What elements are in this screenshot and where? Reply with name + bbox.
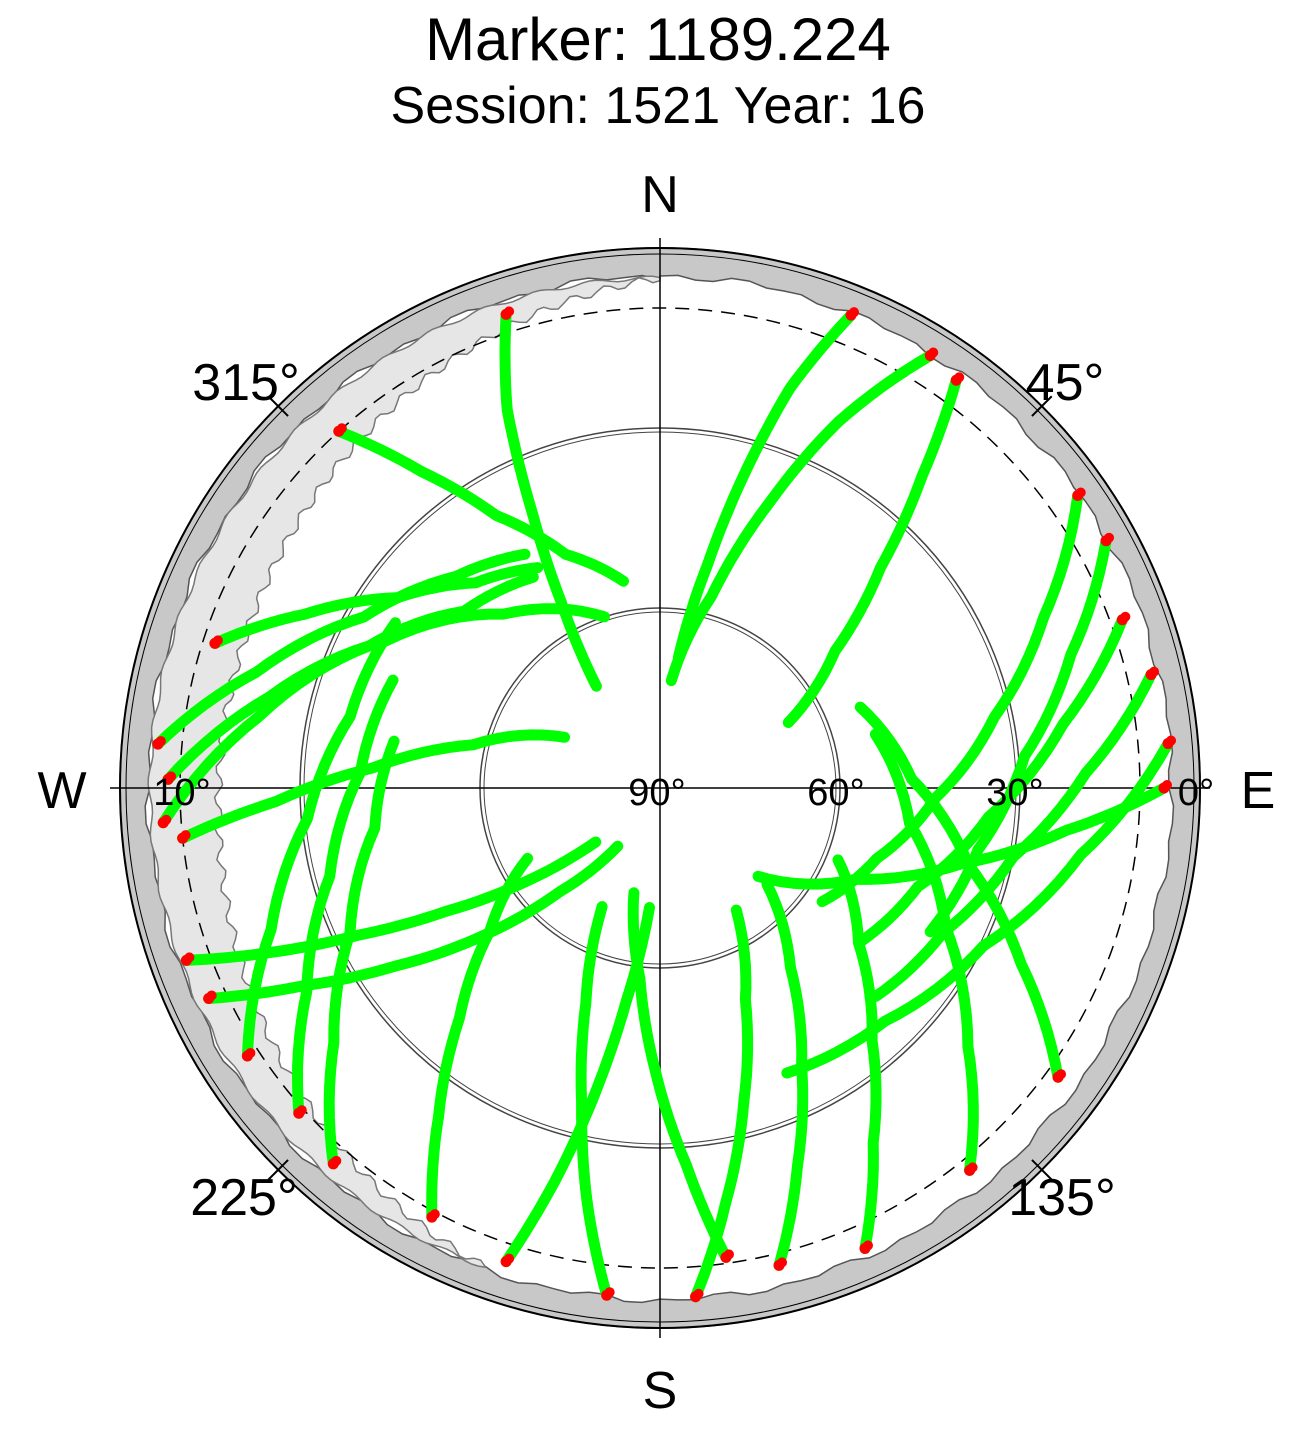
track-endpoint xyxy=(180,830,191,841)
satellite-track xyxy=(180,836,602,966)
satellite-track xyxy=(292,674,399,1119)
satellite-track xyxy=(870,669,1157,1002)
compass-south-label: S xyxy=(643,1362,678,1420)
satellite-track xyxy=(203,840,624,1004)
track-endpoint xyxy=(1056,1069,1067,1080)
satellite-track xyxy=(627,887,732,1263)
elevation-label-0: 0° xyxy=(1178,772,1214,814)
satellite-track xyxy=(782,374,962,729)
track-endpoint xyxy=(504,1253,515,1264)
track-endpoint xyxy=(206,990,217,1001)
satellite-track xyxy=(177,729,571,844)
elevation-label-90: 90° xyxy=(628,772,685,814)
track-endpoint xyxy=(954,372,965,383)
satellite-track xyxy=(162,603,610,785)
compass-east-label: E xyxy=(1241,762,1276,820)
track-endpoint xyxy=(693,1288,704,1299)
track-endpoint xyxy=(336,423,347,434)
track-endpoint xyxy=(331,1155,342,1166)
satellite-tracks xyxy=(152,306,1177,1303)
track-endpoint xyxy=(862,1240,873,1251)
satellite-track xyxy=(665,350,936,687)
satellite-track xyxy=(924,535,1112,938)
satellite-track xyxy=(832,854,882,1254)
satellite-track xyxy=(152,548,531,750)
track-endpoint xyxy=(155,736,166,747)
track-endpoint xyxy=(184,952,195,963)
track-endpoint xyxy=(1120,611,1131,622)
satellite-track xyxy=(752,782,1170,890)
track-endpoint xyxy=(166,771,177,782)
azimuth-label-315: 315° xyxy=(192,354,300,412)
track-endpoint xyxy=(1162,780,1172,790)
az-tick-225 xyxy=(267,1159,289,1181)
track-endpoint xyxy=(161,814,172,825)
azimuth-label-225: 225° xyxy=(190,1169,298,1227)
satellite-track xyxy=(241,617,401,1062)
compass-west-label: W xyxy=(37,762,86,820)
satellite-track xyxy=(499,308,602,692)
satellite-track xyxy=(323,735,400,1170)
track-endpoint xyxy=(928,347,939,358)
elevation-label-30: 30° xyxy=(986,772,1043,814)
track-endpoint xyxy=(1075,487,1086,498)
track-endpoint xyxy=(967,1162,978,1173)
satellite-track xyxy=(816,490,1084,908)
satellite-track xyxy=(672,309,857,663)
elevation-label-60: 60° xyxy=(807,772,864,814)
track-endpoint xyxy=(1166,735,1177,746)
compass-north-label: N xyxy=(641,166,679,224)
axis-labels: N S W E 45° 135° 225° 315° 90° 60° 30° 10° 0° xyxy=(37,166,1275,1420)
satellite-track xyxy=(333,425,629,587)
satellite-track xyxy=(426,852,534,1223)
chart-title: Marker: 1189.224 xyxy=(425,6,891,73)
track-endpoint xyxy=(723,1249,734,1260)
track-endpoint xyxy=(777,1257,788,1268)
track-endpoint xyxy=(429,1209,440,1220)
elevation-label-10: 10° xyxy=(153,772,210,814)
track-endpoint xyxy=(604,1287,615,1298)
track-endpoint xyxy=(1149,666,1160,677)
track-endpoint xyxy=(1104,532,1115,543)
satellite-track xyxy=(575,901,613,1301)
chart-subtitle: Session: 1521 Year: 16 xyxy=(391,77,926,135)
track-endpoint xyxy=(296,1105,307,1116)
azimuth-label-45: 45° xyxy=(1026,354,1105,412)
track-endpoint xyxy=(245,1047,256,1058)
track-endpoint xyxy=(212,635,223,646)
satellite-track xyxy=(853,614,1128,949)
az-tick-315 xyxy=(267,395,289,417)
satellite-track xyxy=(781,738,1174,1079)
satellite-track xyxy=(761,878,809,1271)
az-tick-135 xyxy=(1031,1159,1053,1181)
track-endpoint xyxy=(504,306,515,317)
azimuth-label-135: 135° xyxy=(1008,1169,1116,1227)
az-tick-45 xyxy=(1031,395,1053,417)
track-endpoint xyxy=(849,307,860,318)
